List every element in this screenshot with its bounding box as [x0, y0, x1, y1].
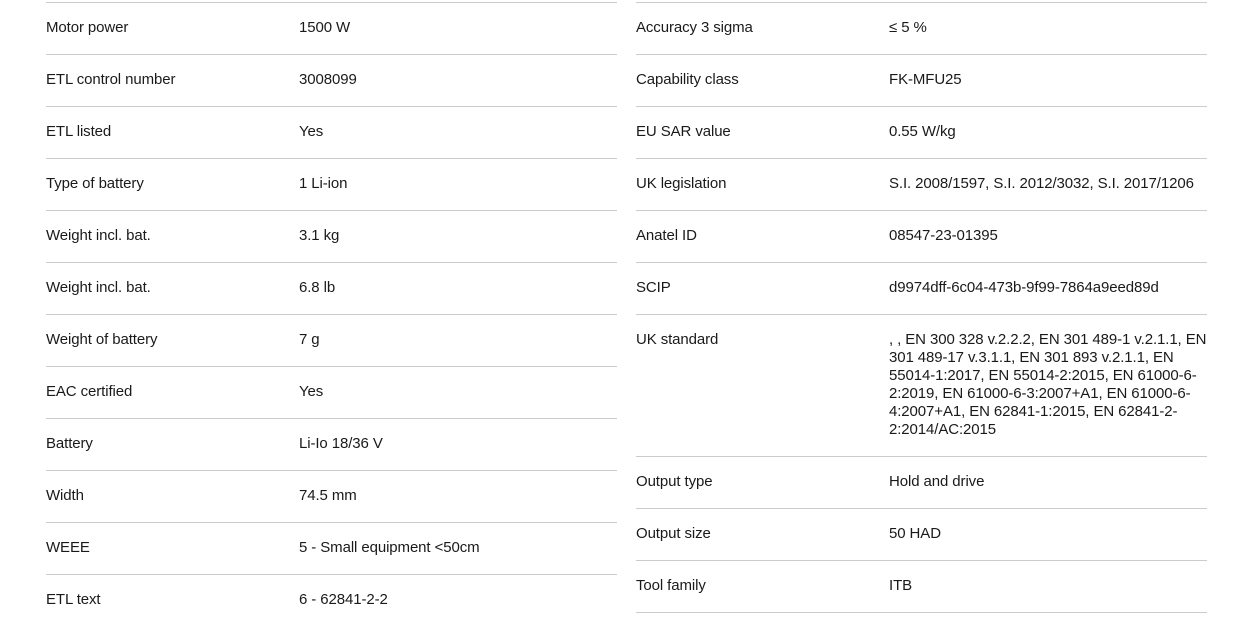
spec-label: Weight incl. bat. [46, 279, 151, 296]
spec-value: 74.5 mm [299, 487, 357, 504]
spec-value: 5 - Small equipment <50cm [299, 539, 480, 556]
spec-label: Battery [46, 435, 93, 452]
spec-label: Output size [636, 525, 711, 542]
spec-value: ≤ 5 % [889, 19, 927, 36]
spec-label: Accuracy 3 sigma [636, 19, 753, 36]
spec-value: S.I. 2008/1597, S.I. 2012/3032, S.I. 201… [889, 175, 1194, 192]
spec-row-eu-sar-value: EU SAR value 0.55 W/kg [636, 106, 1207, 158]
spec-row-etl-control-number: ETL control number 3008099 [46, 54, 617, 106]
spec-row-width: Width 74.5 mm [46, 470, 617, 522]
spec-row-uk-legislation: UK legislation S.I. 2008/1597, S.I. 2012… [636, 158, 1207, 210]
spec-row-accuracy-3-sigma: Accuracy 3 sigma ≤ 5 % [636, 2, 1207, 54]
spec-value: FK-MFU25 [889, 71, 962, 88]
spec-row-output-type: Output type Hold and drive [636, 456, 1207, 508]
spec-row-output-size: Output size 50 HAD [636, 508, 1207, 560]
spec-label: ETL text [46, 591, 101, 608]
spec-label: Weight of battery [46, 331, 158, 348]
spec-label: UK standard [636, 331, 719, 348]
spec-row-eac-certified: EAC certified Yes [46, 366, 617, 418]
spec-label: ETL control number [46, 71, 176, 88]
spec-label: UK legislation [636, 175, 727, 192]
spec-label: Tool family [636, 577, 706, 594]
spec-row-weight-incl-bat-lb: Weight incl. bat. 6.8 lb [46, 262, 617, 314]
spec-row-scip: SCIP d9974dff-6c04-473b-9f99-7864a9eed89… [636, 262, 1207, 314]
spec-table-left: Motor power 1500 W ETL control number 30… [46, 2, 617, 626]
spec-label: Weight incl. bat. [46, 227, 151, 244]
spec-label: Anatel ID [636, 227, 697, 244]
spec-value: 08547-23-01395 [889, 227, 998, 244]
spec-value: , , EN 300 328 v.2.2.2, EN 301 489-1 v.2… [889, 331, 1207, 438]
spec-row-tool-family: Tool family ITB [636, 560, 1207, 613]
spec-value: 1500 W [299, 19, 351, 36]
spec-label: Output type [636, 473, 713, 490]
spec-label: Motor power [46, 19, 129, 36]
spec-value: d9974dff-6c04-473b-9f99-7864a9eed89d [889, 279, 1159, 296]
spec-label: WEEE [46, 539, 90, 556]
spec-label: Width [46, 487, 84, 504]
spec-value: 1 Li-ion [299, 175, 348, 192]
spec-value: 3.1 kg [299, 227, 340, 244]
spec-label: Type of battery [46, 175, 144, 192]
spec-value: 6.8 lb [299, 279, 336, 296]
spec-value: 50 HAD [889, 525, 941, 542]
spec-row-battery: Battery Li-Io 18/36 V [46, 418, 617, 470]
spec-value: 7 g [299, 331, 320, 348]
spec-value: ITB [889, 577, 913, 594]
spec-label: EU SAR value [636, 123, 731, 140]
spec-value: 3008099 [299, 71, 357, 88]
spec-label: ETL listed [46, 123, 112, 140]
spec-row-etl-listed: ETL listed Yes [46, 106, 617, 158]
spec-row-type-of-battery: Type of battery 1 Li-ion [46, 158, 617, 210]
spec-row-weight-incl-bat-kg: Weight incl. bat. 3.1 kg [46, 210, 617, 262]
spec-row-anatel-id: Anatel ID 08547-23-01395 [636, 210, 1207, 262]
spec-value: 0.55 W/kg [889, 123, 956, 140]
spec-row-weight-of-battery: Weight of battery 7 g [46, 314, 617, 366]
spec-row-weee: WEEE 5 - Small equipment <50cm [46, 522, 617, 574]
spec-row-etl-text: ETL text 6 - 62841-2-2 [46, 574, 617, 626]
spec-row-capability-class: Capability class FK-MFU25 [636, 54, 1207, 106]
spec-label: SCIP [636, 279, 671, 296]
spec-label: EAC certified [46, 383, 133, 400]
spec-value: Hold and drive [889, 473, 985, 490]
spec-value: 6 - 62841-2-2 [299, 591, 388, 608]
spec-value: Yes [299, 123, 324, 140]
spec-value: Yes [299, 383, 324, 400]
spec-row-uk-standard: UK standard , , EN 300 328 v.2.2.2, EN 3… [636, 314, 1207, 456]
spec-value: Li-Io 18/36 V [299, 435, 383, 452]
spec-row-motor-power: Motor power 1500 W [46, 2, 617, 54]
spec-table-right: Accuracy 3 sigma ≤ 5 % Capability class … [636, 2, 1207, 613]
spec-label: Capability class [636, 71, 739, 88]
